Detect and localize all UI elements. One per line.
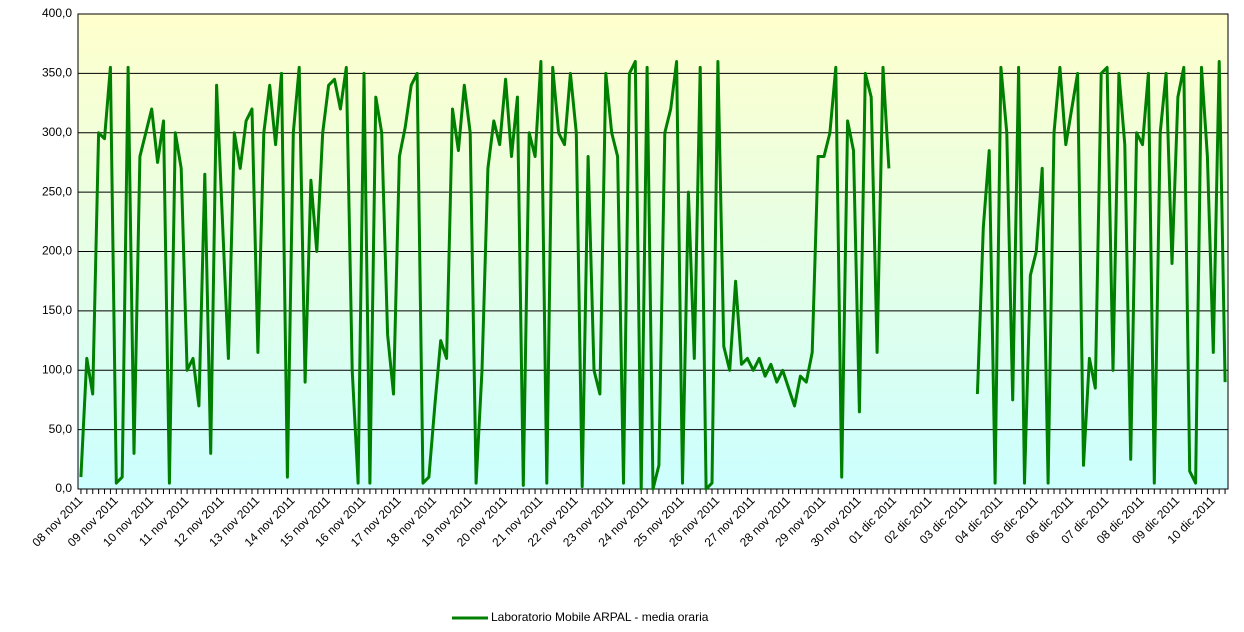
y-tick-label: 400,0 xyxy=(42,6,72,20)
y-tick-label: 150,0 xyxy=(42,303,72,317)
y-tick-label: 200,0 xyxy=(42,244,72,258)
y-tick-label: 350,0 xyxy=(42,66,72,80)
y-tick-label: 250,0 xyxy=(42,184,72,198)
y-tick-label: 50,0 xyxy=(49,422,73,436)
data-line xyxy=(79,60,1227,491)
y-tick-label: 0,0 xyxy=(55,481,72,495)
y-tick-label: 300,0 xyxy=(42,125,72,139)
legend-label: Laboratorio Mobile ARPAL - media oraria xyxy=(491,610,709,624)
y-tick-label: 100,0 xyxy=(42,362,72,376)
